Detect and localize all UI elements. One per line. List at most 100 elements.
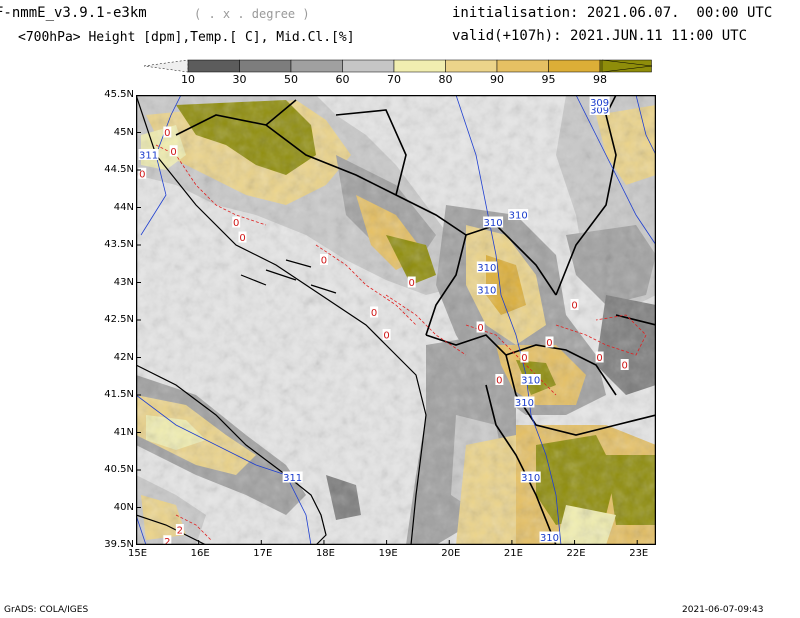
lat-tick-label: 42.5N: [104, 314, 134, 325]
lon-tick-label: 17E: [253, 548, 273, 559]
temp-label-bg: [163, 535, 172, 545]
height-label-bg: [520, 374, 541, 385]
colorbar: [143, 59, 653, 73]
lat-tick-label: 44.5N: [104, 164, 134, 175]
height-label: 310: [540, 533, 559, 544]
height-contours: [136, 95, 656, 545]
temp-label: 0: [521, 353, 527, 364]
temp-label-bg: [238, 231, 247, 243]
height-label-bg: [138, 149, 159, 160]
temp-label-bg: [370, 306, 379, 318]
temp-label: 0: [383, 331, 389, 342]
colorbar-label: 90: [490, 73, 504, 86]
temp-label-bg: [495, 374, 504, 385]
lat-tick-label: 39.5N: [104, 539, 134, 550]
height-label-bg: [589, 104, 610, 115]
cloud-cover-field: [136, 95, 656, 545]
model-title: F-nmmE_v3.9.1-e3km: [0, 5, 147, 21]
height-label-bg: [508, 209, 529, 220]
colorbar-label: 95: [541, 73, 556, 86]
height-label-bg: [476, 284, 497, 295]
temp-label: 0: [239, 233, 245, 244]
lon-tick-label: 19E: [378, 548, 398, 559]
lat-tick-label: 40N: [113, 501, 134, 513]
lat-tick-label: 41.5N: [104, 389, 134, 400]
temperature-contours: [155, 144, 647, 541]
height-label-bg: [476, 261, 497, 273]
lon-tick-label: 15E: [128, 548, 148, 559]
temp-label: 0: [371, 308, 377, 319]
init-time: initialisation: 2021.06.07. 00:00 UTC: [452, 5, 773, 21]
temp-label-bg: [520, 351, 529, 363]
lat-tick-label: 45N: [113, 126, 134, 138]
colorbar-box: [290, 59, 343, 73]
colorbar-label: 60: [335, 73, 350, 86]
colorbar-label: 70: [387, 73, 401, 86]
colorbar-box: [239, 59, 292, 73]
temp-label-bg: [407, 276, 416, 288]
height-label: 311: [139, 151, 158, 162]
footer-credit: GrADS: COLA/IGES: [4, 605, 89, 615]
country-borders: [175, 95, 656, 545]
colorbar-label: 10: [181, 73, 195, 86]
colorbar-label: 80: [438, 73, 453, 86]
colorbar-box: [548, 59, 601, 73]
valid-time: valid(+107h): 2021.JUN.11 11:00 UTC: [452, 28, 748, 44]
temp-label: 0: [596, 353, 602, 364]
lon-tick-label: 20E: [441, 548, 461, 559]
lon-tick-label: 16E: [190, 548, 210, 559]
colorbar-box: [187, 59, 240, 73]
field-description: <700hPa> Height [dpm],Temp.[ C], Mid.Cl.…: [18, 30, 355, 45]
height-label: 311: [283, 473, 302, 484]
height-label: 309: [590, 98, 609, 109]
colorbar-below-triangle: [143, 59, 189, 73]
colorbar-box: [496, 59, 549, 73]
lat-tick-label: 45.5N: [104, 89, 134, 100]
temp-label-bg: [169, 145, 178, 157]
height-label-bg: [483, 216, 504, 228]
lat-tick-label: 44N: [113, 201, 134, 213]
height-label-bg: [520, 471, 541, 483]
temp-label-bg: [175, 524, 184, 535]
temp-label-bg: [570, 299, 579, 310]
colorbar-label: 30: [232, 73, 247, 86]
colorbar-label: 50: [284, 73, 298, 86]
height-label: 310: [521, 376, 540, 387]
temp-label: 0: [321, 256, 327, 267]
lon-tick-label: 21E: [503, 548, 523, 559]
temp-label-bg: [319, 254, 328, 265]
lat-tick-label: 43.5N: [104, 239, 134, 250]
temp-label: 0: [621, 361, 627, 372]
lon-tick-label: 22E: [566, 548, 586, 559]
lat-tick-label: 43N: [113, 276, 134, 288]
height-label-bg: [539, 531, 560, 543]
temp-label-bg: [163, 126, 172, 138]
temp-label-bg: [138, 167, 147, 179]
footer-timestamp: 2021-06-07-09:43: [682, 605, 764, 615]
colorbar-above-triangle: [601, 59, 653, 73]
colorbar-box: [342, 59, 395, 73]
temp-label: 0: [164, 128, 170, 139]
height-label-bg: [282, 471, 303, 483]
temp-label: 0: [546, 338, 552, 349]
height-label-bg: [514, 396, 535, 408]
height-label: 310: [484, 218, 503, 229]
colorbar-box: [445, 59, 498, 73]
height-label: 310: [515, 398, 534, 409]
temp-label: 0: [496, 376, 502, 387]
lat-tick-label: 41N: [113, 426, 134, 438]
height-label: 310: [521, 473, 540, 484]
temp-label: 0: [477, 323, 483, 334]
height-label: 310: [477, 263, 496, 274]
height-label-bg: [589, 96, 610, 108]
temp-label-bg: [545, 336, 554, 348]
lat-tick-label: 42N: [113, 351, 134, 363]
height-label: 310: [477, 286, 496, 297]
temp-label: 0: [233, 218, 239, 229]
temp-label-bg: [476, 321, 485, 333]
temp-label-bg: [595, 351, 604, 363]
colorbar-box: [393, 59, 446, 73]
lon-tick-label: 18E: [315, 548, 335, 559]
